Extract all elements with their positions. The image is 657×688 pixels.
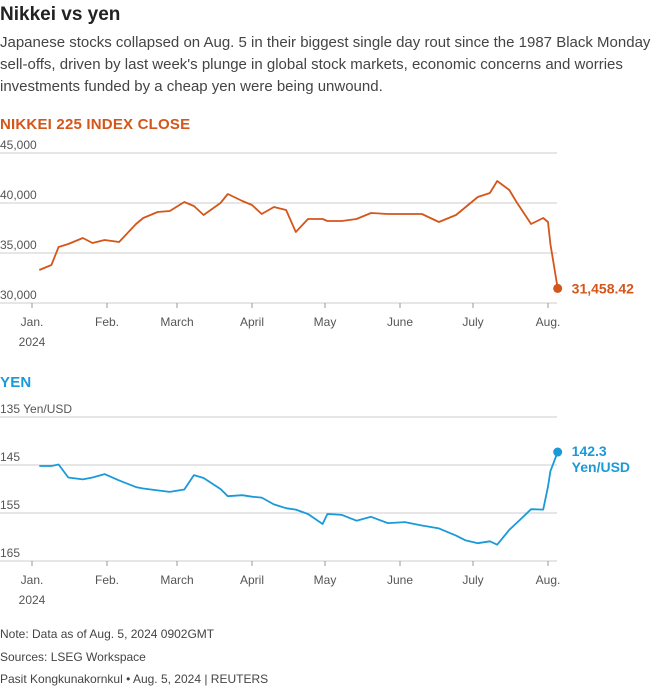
chart-title: Nikkei vs yen	[0, 4, 121, 25]
x-year-label: 2024	[19, 335, 46, 349]
footer-credit: Pasit Kongkunakornkul • Aug. 5, 2024 | R…	[0, 672, 269, 686]
footer-note: Note: Data as of Aug. 5, 2024 0902GMT	[0, 627, 215, 641]
y-tick-label: 35,000	[0, 238, 37, 252]
series-line	[38, 180, 559, 289]
x-tick-label: Jan.	[21, 315, 44, 329]
y-tick-label: 155	[0, 498, 20, 512]
y-tick-label: 30,000	[0, 288, 37, 302]
x-tick-label: Feb.	[95, 573, 119, 587]
x-tick-label: Aug.	[536, 573, 561, 587]
x-tick-label: May	[314, 315, 337, 329]
x-tick-label: June	[387, 315, 413, 329]
x-tick-label: June	[387, 573, 413, 587]
x-tick-label: Feb.	[95, 315, 119, 329]
end-point-marker	[553, 283, 563, 293]
x-tick-label: April	[240, 573, 264, 587]
x-tick-label: Aug.	[536, 315, 561, 329]
nikkei-chart-title: NIKKEI 225 INDEX CLOSE	[0, 116, 191, 133]
nikkei-chart: 45,000 40,000 35,000 30,000 Jan. Feb. March Apr…	[0, 138, 634, 349]
y-tick-label: 45,000	[0, 138, 37, 152]
x-tick-label: July	[462, 573, 483, 587]
footer-sources: Sources: LSEG Workspace	[0, 650, 146, 664]
series-line	[39, 451, 559, 546]
chart-subtitle: Japanese stocks collapsed on Aug. 5 in t…	[0, 34, 651, 95]
y-tick-label: 135 Yen/USD	[0, 402, 72, 416]
x-year-label: 2024	[19, 593, 46, 607]
end-value-label: 142.3	[572, 443, 607, 459]
x-tick-label: May	[314, 573, 337, 587]
y-tick-label: 165	[0, 546, 20, 560]
end-point-marker	[553, 447, 563, 457]
x-tick-label: April	[240, 315, 264, 329]
x-tick-label: March	[160, 573, 193, 587]
x-tick-label: March	[160, 315, 193, 329]
y-tick-label: 40,000	[0, 188, 37, 202]
y-tick-label: 145	[0, 450, 20, 464]
yen-chart-title: YEN	[0, 374, 32, 391]
end-value-label: 31,458.42	[572, 280, 634, 296]
end-unit-label: Yen/USD	[572, 459, 630, 475]
x-tick-label: Jan.	[21, 573, 44, 587]
x-tick-label: July	[462, 315, 483, 329]
